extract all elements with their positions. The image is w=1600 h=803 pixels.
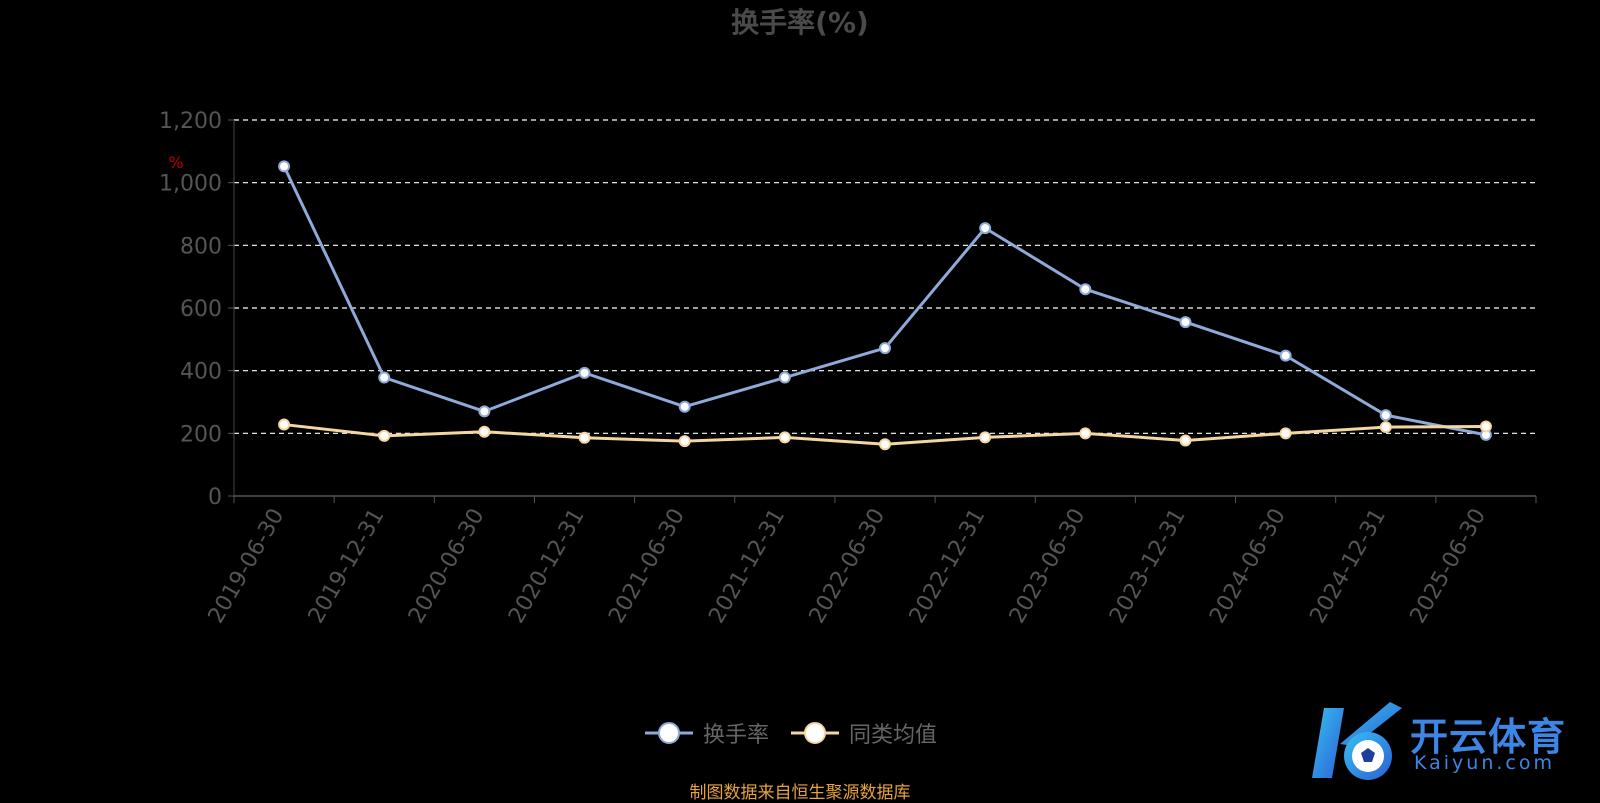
data-point	[879, 342, 891, 355]
data-point	[879, 438, 891, 451]
legend-item-turnover[interactable]: 换手率	[645, 717, 769, 749]
y-tick-label: 400	[180, 360, 222, 385]
data-point	[1179, 434, 1192, 447]
y-tick-label: 600	[180, 297, 222, 322]
x-tick-label: 2023-06-30	[1005, 505, 1091, 628]
data-point	[1179, 316, 1192, 329]
y-tick-label: 800	[180, 234, 222, 259]
legend-label-peer-average: 同类均值	[849, 723, 938, 748]
series-layer	[278, 160, 1492, 451]
data-point	[378, 371, 391, 384]
watermark-cn: 开云体育	[1410, 715, 1567, 759]
series-0	[278, 160, 1492, 441]
data-point	[778, 431, 791, 444]
series-1	[278, 418, 1492, 451]
data-point	[278, 160, 291, 173]
y-unit-label: %	[168, 153, 183, 172]
legend-item-peer-average[interactable]: 同类均值	[791, 717, 937, 749]
x-tick-label: 2022-12-31	[905, 504, 991, 627]
x-tick-label: 2023-12-31	[1105, 505, 1191, 628]
series-line	[282, 165, 1487, 437]
x-tick-label: 2024-06-30	[1205, 505, 1291, 628]
data-point	[1279, 349, 1292, 362]
data-point	[1079, 283, 1092, 296]
x-tick-label: 2019-06-30	[204, 505, 290, 628]
y-tick-label: 1,200	[159, 109, 222, 134]
data-point	[979, 431, 992, 444]
data-point	[1379, 421, 1392, 434]
legend: 换手率 同类均值	[645, 718, 937, 748]
y-tick-label: 200	[180, 422, 222, 447]
data-point	[778, 371, 791, 384]
y-tick-label: 0	[208, 485, 222, 510]
x-tick-label: 2020-06-30	[404, 505, 490, 628]
x-tick-label: 2024-12-31	[1305, 505, 1391, 628]
chart-title: 换手率(%)	[731, 6, 869, 39]
legend-marker-icon	[791, 722, 840, 744]
data-point	[1479, 420, 1492, 433]
data-point	[979, 222, 992, 235]
axes: 0 200 400 600 800 1,000 1,200 2019-06-30 2019-12…	[159, 109, 1537, 628]
source-note: 制图数据来自恒生聚源数据库	[689, 783, 911, 803]
x-tick-label: 2020-12-31	[504, 505, 590, 628]
data-point	[1079, 427, 1092, 440]
data-point	[1379, 409, 1392, 422]
soccer-ball-logo-icon	[1312, 702, 1402, 780]
data-point	[578, 366, 591, 379]
data-point	[478, 405, 491, 418]
data-point	[378, 429, 391, 442]
x-tick-label: 2022-06-30	[805, 505, 891, 628]
legend-label-turnover: 换手率	[703, 723, 770, 748]
data-point	[678, 435, 691, 448]
legend-marker-icon	[645, 722, 693, 744]
data-point	[678, 400, 691, 413]
data-point	[478, 425, 491, 438]
data-point	[578, 431, 591, 444]
x-tick-label: 2021-06-30	[604, 505, 690, 628]
watermark-logo: 开云体育 Kaiyun.com	[1310, 698, 1590, 788]
x-tick-label: 2019-12-31	[304, 505, 390, 628]
y-tick-label: 1,000	[159, 172, 222, 197]
data-point	[278, 418, 291, 431]
data-point	[1279, 427, 1292, 440]
x-tick-label: 2021-12-31	[704, 505, 790, 628]
grid-lines	[234, 119, 1536, 434]
watermark-en: Kaiyun.com	[1414, 752, 1555, 774]
x-tick-label: 2025-06-30	[1406, 505, 1492, 628]
